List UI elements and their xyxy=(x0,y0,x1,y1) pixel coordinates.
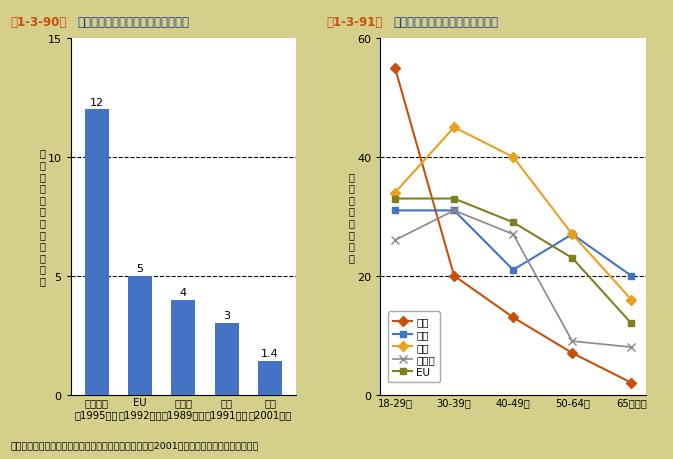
中国 xyxy=(450,274,458,279)
Text: 12: 12 xyxy=(90,97,104,107)
Text: 5: 5 xyxy=(137,263,143,273)
Line: EU: EU xyxy=(392,196,635,327)
Text: 年齢別科学リテラシーの国際比較: 年齢別科学リテラシーの国際比較 xyxy=(394,16,499,29)
Text: 4: 4 xyxy=(180,287,187,297)
日本 xyxy=(450,208,458,214)
Y-axis label: 科
学
理
解
度
（
％
）: 科 学 理 解 度 （ ％ ） xyxy=(349,171,355,263)
日本 xyxy=(391,208,399,214)
米国 xyxy=(568,232,576,237)
中国 xyxy=(568,351,576,356)
Text: 第1-3-91図: 第1-3-91図 xyxy=(326,16,383,29)
EU xyxy=(509,220,517,225)
米国 xyxy=(627,297,635,302)
Bar xyxy=(258,362,282,395)
カナダ xyxy=(627,345,635,350)
Line: 日本: 日本 xyxy=(392,207,635,280)
日本 xyxy=(627,274,635,279)
カナダ xyxy=(450,208,458,214)
EU xyxy=(627,321,635,326)
EU xyxy=(450,196,458,202)
中国 xyxy=(509,315,517,320)
Text: 基本的な科学リテラシーの国際比較: 基本的な科学リテラシーの国際比較 xyxy=(77,16,189,29)
米国 xyxy=(509,155,517,160)
中国 xyxy=(627,380,635,386)
Bar xyxy=(172,300,195,395)
Text: 3: 3 xyxy=(223,311,230,321)
Y-axis label: 基
礎
的
な
科
学
理
解
度
（
％
）: 基 礎 的 な 科 学 理 解 度 （ ％ ） xyxy=(39,148,45,285)
Text: 第1-3-90図: 第1-3-90図 xyxy=(10,16,67,29)
Bar xyxy=(128,276,152,395)
Legend: 中国, 日本, 米国, カナダ, EU: 中国, 日本, 米国, カナダ, EU xyxy=(388,312,440,382)
EU xyxy=(568,256,576,261)
Line: カナダ: カナダ xyxy=(391,207,635,352)
Line: 米国: 米国 xyxy=(392,124,635,303)
米国 xyxy=(450,125,458,131)
カナダ xyxy=(391,238,399,243)
カナダ xyxy=(509,232,517,237)
Bar xyxy=(215,324,239,395)
Text: 出典：中国科学技術協会中国公衆科学素養調査課題組「2001年中国公衆科学素養調査報告」: 出典：中国科学技術協会中国公衆科学素養調査課題組「2001年中国公衆科学素養調査… xyxy=(10,440,258,449)
Line: 中国: 中国 xyxy=(392,65,635,386)
米国 xyxy=(391,190,399,196)
Bar xyxy=(85,110,108,395)
カナダ xyxy=(568,339,576,344)
日本 xyxy=(568,232,576,237)
日本 xyxy=(509,268,517,273)
中国 xyxy=(391,66,399,72)
Text: 1.4: 1.4 xyxy=(261,349,279,358)
EU xyxy=(391,196,399,202)
